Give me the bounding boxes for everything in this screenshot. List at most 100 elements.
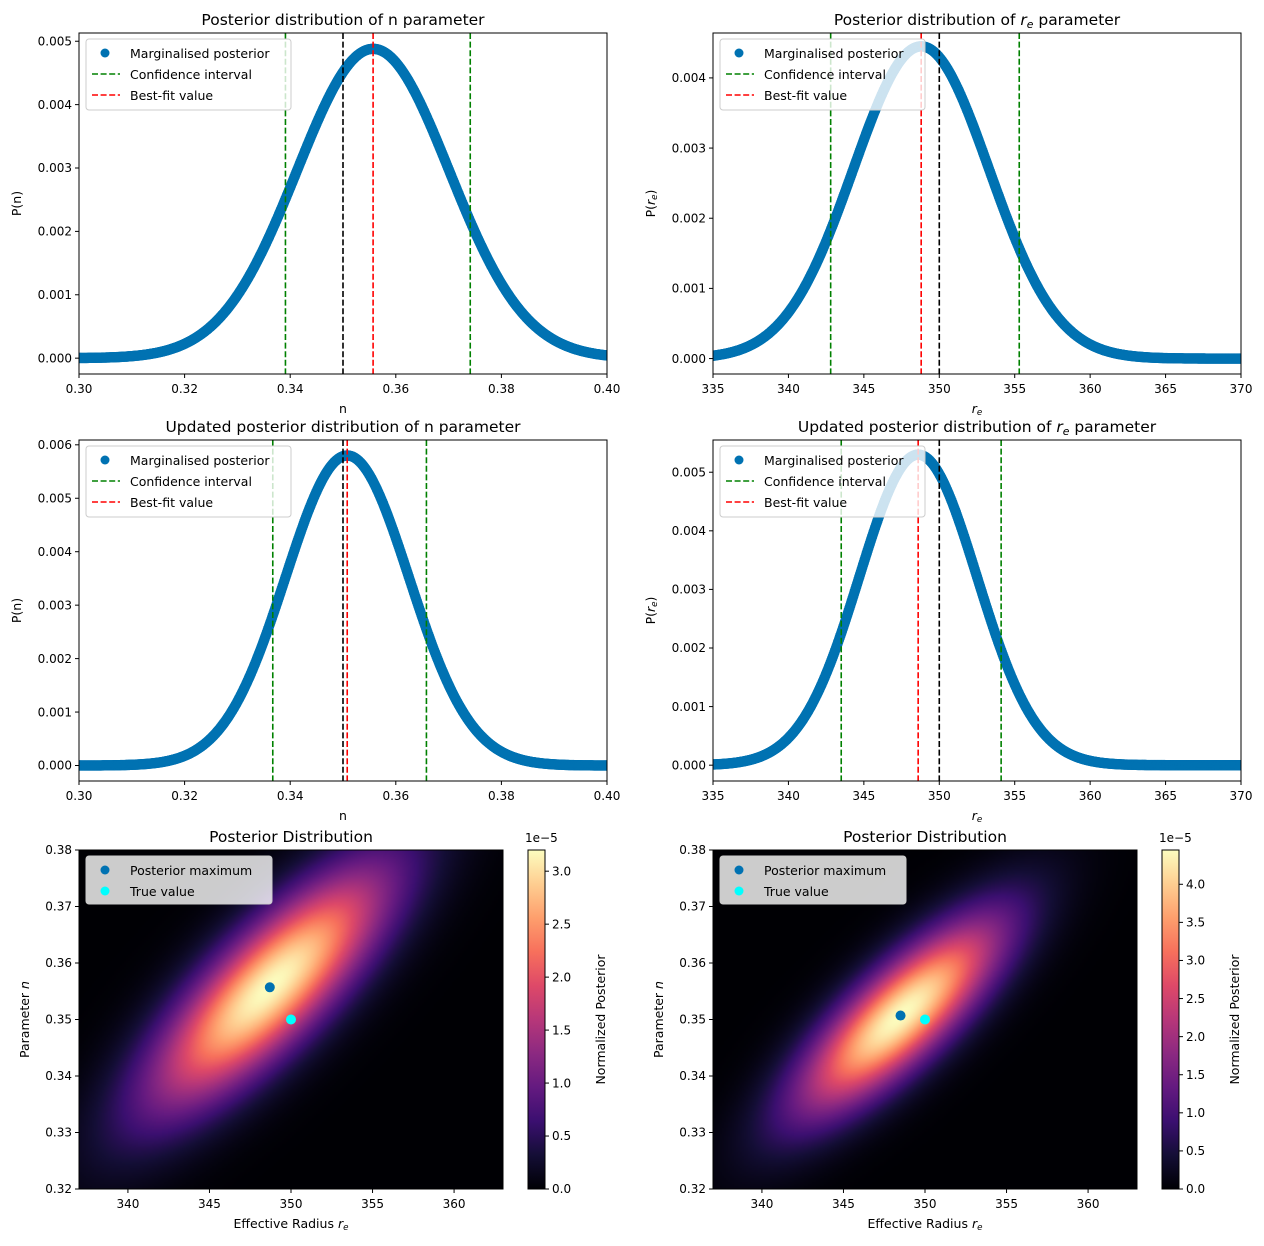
x-tick-label: 365 <box>1154 789 1177 803</box>
colorbar-tick-label: 3.0 <box>1186 954 1205 968</box>
x-tick-label: 0.34 <box>277 789 304 803</box>
legend-box <box>719 38 926 111</box>
x-tick-label: 365 <box>1154 382 1177 396</box>
y-tick-label: 0.001 <box>672 700 706 714</box>
x-tick-label: 0.34 <box>277 382 304 396</box>
x-tick-label: 0.38 <box>488 382 515 396</box>
y-axis-label: P(re) <box>643 597 660 625</box>
y-tick-label: 0.002 <box>672 211 706 225</box>
y-tick-label: 0.005 <box>38 491 72 505</box>
colorbar-tick-label: 1.5 <box>552 1023 571 1037</box>
posterior-point <box>601 350 607 361</box>
x-tick-label: 345 <box>852 382 875 396</box>
x-tick-label: 0.38 <box>488 789 515 803</box>
axes-frame <box>712 32 1242 375</box>
x-tick-label: 345 <box>198 1197 221 1211</box>
colorbar-tick-label: 1.5 <box>1186 1068 1205 1082</box>
x-tick-label: 0.40 <box>594 382 621 396</box>
y-tick-label: 0.001 <box>38 288 72 302</box>
posterior-maximum-marker <box>264 982 275 993</box>
x-tick-label: 335 <box>702 382 725 396</box>
legend-box <box>719 855 907 905</box>
y-tick-label: 0.000 <box>38 759 72 773</box>
x-tick-label: 350 <box>280 1197 303 1211</box>
colorbar-tick-label: 4.0 <box>1186 877 1205 891</box>
legend-marker-maximum <box>734 865 744 875</box>
colorbar-tick-label: 0.0 <box>1186 1182 1205 1196</box>
y-tick-label: 0.002 <box>38 652 72 666</box>
legend-marker-true <box>100 886 110 896</box>
chart-title: Posterior Distribution <box>843 828 1007 846</box>
y-tick-label: 0.001 <box>38 705 72 719</box>
legend-label: Confidence interval <box>130 474 252 489</box>
y-tick-label: 0.004 <box>38 545 72 559</box>
colorbar-tick-label: 2.5 <box>1186 992 1205 1006</box>
y-tick-label: 0.38 <box>45 843 72 857</box>
legend-marker-posterior <box>734 455 744 465</box>
y-tick-label: 0.37 <box>45 900 72 914</box>
colorbar-tick-label: 2.0 <box>1186 1030 1205 1044</box>
y-axis-label: Parameter n <box>651 981 666 1058</box>
y-tick-label: 0.32 <box>679 1182 706 1196</box>
x-tick-label: 370 <box>1230 789 1253 803</box>
legend: Posterior maximum True value <box>719 855 907 905</box>
x-tick-label: 350 <box>928 789 951 803</box>
x-tick-label: 355 <box>1003 382 1026 396</box>
legend-label: Best-fit value <box>130 88 213 103</box>
x-tick-label: 360 <box>443 1197 466 1211</box>
legend-label: True value <box>763 884 829 899</box>
y-tick-label: 0.000 <box>38 351 72 365</box>
x-tick-label: 355 <box>361 1197 384 1211</box>
colorbar-tick-label: 3.5 <box>1186 916 1205 930</box>
y-tick-label: 0.003 <box>38 598 72 612</box>
y-tick-label: 0.36 <box>45 956 72 970</box>
legend-box <box>85 445 292 518</box>
panel-5: 340 345 350 355 360 0.32 0.33 0.34 0.35 0.36 0.37 0… <box>17 828 608 1233</box>
axes-frame <box>712 439 1242 782</box>
plot-area <box>79 440 607 781</box>
x-axis-label: n <box>339 808 347 823</box>
true-value-marker <box>920 1014 930 1025</box>
colorbar-label: Normalized Posterior <box>593 954 608 1085</box>
legend-marker-posterior <box>734 48 744 58</box>
colorbar-tick-label: 2.0 <box>552 970 571 984</box>
y-tick-label: 0.003 <box>672 141 706 155</box>
x-tick-label: 0.36 <box>382 789 409 803</box>
y-tick-label: 0.005 <box>672 465 706 479</box>
y-tick-label: 0.002 <box>672 641 706 655</box>
legend-box <box>719 445 926 518</box>
legend-box <box>85 855 273 905</box>
x-tick-label: 345 <box>832 1197 855 1211</box>
y-tick-label: 0.000 <box>672 758 706 772</box>
legend: Marginalised posterior Confidence interva… <box>85 445 292 518</box>
x-tick-label: 360 <box>1077 1197 1100 1211</box>
posterior-point <box>601 760 607 771</box>
colorbar-tick-label: 0.5 <box>552 1129 571 1143</box>
colorbar-gradient <box>1161 849 1180 1190</box>
y-tick-label: 0.32 <box>45 1182 72 1196</box>
colorbar-tick-label: 1.0 <box>552 1076 571 1090</box>
x-tick-label: 355 <box>1003 789 1026 803</box>
plot-area <box>713 440 1241 781</box>
colorbar: 0.0 0.5 1.0 1.5 2.0 2.5 3.0 1e−5 Normalized Post… <box>525 831 608 1196</box>
y-tick-label: 0.003 <box>672 583 706 597</box>
legend-label: Best-fit value <box>130 495 213 510</box>
y-axis-label: P(n) <box>9 191 24 216</box>
panel-3: 0.30 0.32 0.34 0.36 0.38 0.40 0.000 0.001 0.002 0… <box>9 418 620 823</box>
legend-marker-posterior <box>100 48 110 58</box>
y-tick-label: 0.004 <box>38 98 72 112</box>
chart-title: Posterior Distribution <box>209 828 373 846</box>
y-axis-label: P(n) <box>9 598 24 623</box>
colorbar-tick-label: 0.5 <box>1186 1144 1205 1158</box>
colorbar-offset: 1e−5 <box>1159 831 1192 845</box>
legend: Marginalised posterior Confidence interva… <box>719 445 926 518</box>
legend-label: Posterior maximum <box>764 863 886 878</box>
y-tick-label: 0.000 <box>672 352 706 366</box>
x-tick-label: 360 <box>1079 382 1102 396</box>
panel-2: 335 340 345 350 355 360 365 370 0.000 0.001 0.002 0… <box>643 11 1252 418</box>
posterior-point <box>1235 759 1241 771</box>
legend-marker-posterior <box>100 455 110 465</box>
x-tick-label: 0.32 <box>171 382 198 396</box>
posterior-maximum-marker <box>895 1010 906 1021</box>
y-tick-label: 0.33 <box>679 1126 706 1140</box>
